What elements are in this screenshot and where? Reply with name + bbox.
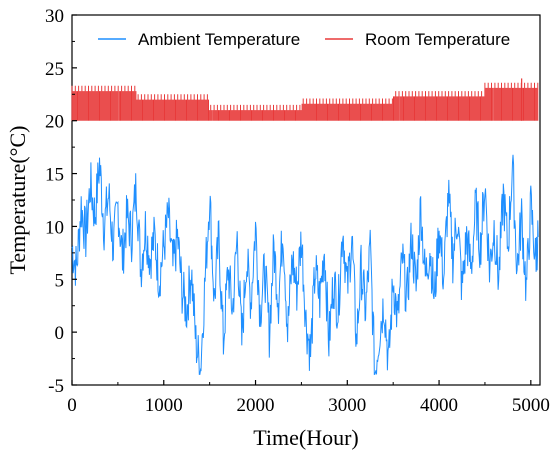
x-tick-label: 1000 — [145, 395, 183, 416]
x-tick-label: 0 — [67, 395, 77, 416]
room-temperature-line — [71, 82, 539, 121]
x-axis: 0 1000 2000 3000 4000 5000 — [67, 380, 550, 416]
x-tick-label: 3000 — [328, 395, 366, 416]
y-tick-label: 5 — [55, 270, 65, 291]
legend-ambient-label: Ambient Temperature — [138, 30, 300, 49]
x-tick-label: 4000 — [420, 395, 458, 416]
x-axis-title: Time(Hour) — [253, 425, 359, 450]
y-tick-label: 0 — [55, 323, 65, 344]
y-tick-label: -5 — [48, 376, 64, 397]
y-tick-label: 15 — [45, 165, 64, 186]
y-tick-label: 25 — [45, 59, 64, 80]
ambient-temperature-series — [71, 154, 539, 375]
room-temperature-series — [71, 78, 539, 121]
y-tick-label: 20 — [45, 112, 64, 133]
y-axis-title: Temperature(°C) — [5, 126, 30, 275]
y-axis: -5 0 5 10 15 20 25 30 — [45, 6, 77, 397]
y-tick-label: 30 — [45, 6, 64, 27]
legend: Ambient Temperature Room Temperature — [98, 30, 510, 49]
ambient-temperature-line — [71, 154, 539, 375]
legend-room-label: Room Temperature — [365, 30, 510, 49]
x-tick-label: 2000 — [237, 395, 275, 416]
y-tick-label: 10 — [45, 217, 64, 238]
x-tick-label: 5000 — [512, 395, 550, 416]
